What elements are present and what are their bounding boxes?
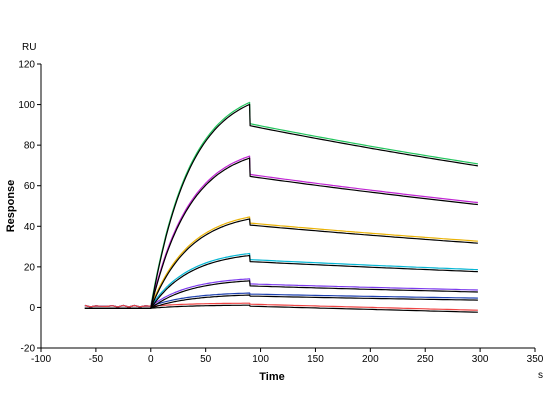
fit-layer (84, 103, 478, 313)
x-tick-label: 250 (417, 354, 434, 365)
x-axis-label: Time (259, 371, 284, 383)
fit-line (84, 304, 478, 313)
y-tick-label: 0 (29, 303, 35, 314)
series-line (84, 252, 478, 308)
y-axis-label: Response (5, 180, 17, 233)
y-tick-label: 60 (24, 181, 36, 192)
y-tick-label: 100 (18, 100, 35, 111)
fit-line (84, 294, 478, 309)
x-unit-label: s (538, 370, 543, 381)
fit-line (84, 103, 478, 309)
fit-line (84, 254, 478, 309)
series-line (84, 302, 478, 311)
y-tick-label: -20 (21, 344, 36, 355)
y-tick-label: 120 (18, 60, 35, 71)
x-tick-label: 100 (252, 354, 269, 365)
series-line (84, 216, 478, 308)
x-tick-label: 150 (307, 354, 324, 365)
x-tick-label: 200 (362, 354, 379, 365)
y-ticks: -20 0 20 40 60 80 100 120 (18, 60, 41, 355)
x-tick-label: -50 (89, 354, 104, 365)
x-tick-label: 300 (472, 354, 489, 365)
fit-line (84, 280, 478, 309)
x-tick-label: 50 (200, 354, 212, 365)
y-tick-label: 20 (24, 262, 36, 273)
x-ticks: -100 -50 0 50 100 150 200 250 300 350 (31, 348, 544, 365)
y-unit-label: RU (22, 42, 36, 53)
series-layer (84, 101, 478, 311)
fit-line (84, 218, 478, 309)
fit-line (84, 157, 478, 309)
series-line (84, 155, 478, 308)
x-tick-label: -100 (31, 354, 51, 365)
x-tick-label: 350 (527, 354, 544, 365)
series-line (84, 292, 478, 308)
x-tick-label: 0 (148, 354, 154, 365)
series-line (84, 101, 478, 308)
y-tick-label: 80 (24, 141, 36, 152)
y-tick-label: 40 (24, 222, 36, 233)
series-line (84, 278, 478, 308)
